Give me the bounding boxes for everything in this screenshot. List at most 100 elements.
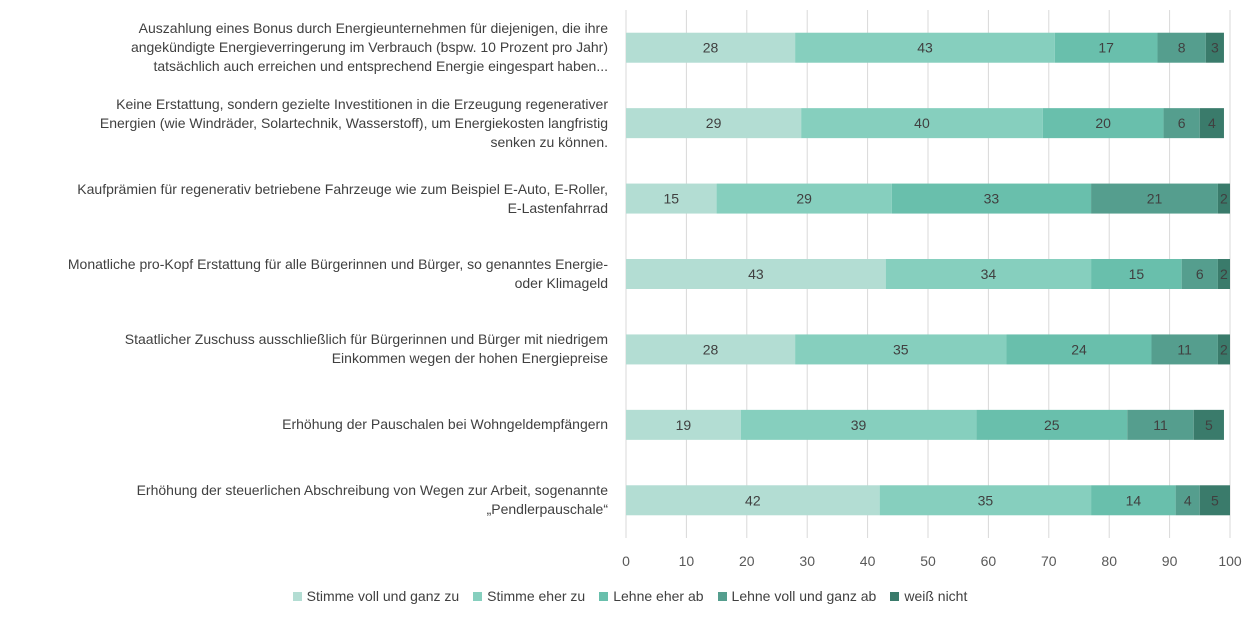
x-tick-label: 80	[1101, 553, 1117, 569]
data-label: 15	[1129, 266, 1145, 282]
bar-segment	[1091, 485, 1176, 516]
bar-segment	[716, 183, 892, 214]
x-tick-label: 90	[1162, 553, 1178, 569]
data-label: 2	[1220, 191, 1228, 207]
bar-segment	[885, 259, 1092, 289]
category-label: Erhöhung der steuerlichen Abschreibung v…	[0, 463, 608, 538]
bar-segment	[1157, 32, 1206, 63]
category-label-line: Staatlicher Zuschuss ausschließlich für …	[124, 331, 608, 348]
data-label: 14	[1126, 492, 1142, 508]
bar-segment	[1217, 259, 1230, 289]
legend-label: Stimme voll und ganz zu	[306, 588, 460, 604]
legend-swatch	[717, 591, 727, 601]
bar-segment	[626, 183, 717, 214]
data-label: 2	[1220, 341, 1228, 357]
bar-segment	[1217, 334, 1230, 365]
data-label: 24	[1071, 341, 1087, 357]
data-label: 35	[893, 341, 909, 357]
bar-segment	[1199, 485, 1230, 516]
bar-segment	[626, 32, 796, 63]
bar-segment	[795, 334, 1007, 365]
bar-segment	[1091, 183, 1218, 214]
category-label-line: angekündigte Energieverringerung im Verb…	[130, 39, 608, 56]
legend-swatch	[599, 591, 609, 601]
category-label-line: Energien (wie Windräder, Solartechnik, W…	[99, 114, 608, 131]
legend-label: Lehne eher ab	[613, 588, 704, 604]
x-tick-label: 30	[799, 553, 815, 569]
bar-segment	[626, 485, 880, 516]
x-tick-label: 100	[1218, 553, 1242, 569]
bar-segment	[1205, 32, 1224, 63]
legend-swatch	[890, 591, 900, 601]
x-tick-label: 40	[860, 553, 876, 569]
legend: Stimme voll und ganz zu Stimme eher zu Leh…	[0, 588, 1260, 604]
legend-swatch	[473, 591, 483, 601]
category-label: Erhöhung der Pauschalen bei Wohngeldempf…	[0, 387, 608, 462]
bar-segment	[626, 409, 741, 440]
category-label: Monatliche pro-Kopf Erstattung für alle …	[0, 236, 608, 311]
x-tick-label: 70	[1041, 553, 1057, 569]
legend-label: Stimme eher zu	[487, 588, 586, 604]
bar-segment	[1091, 259, 1182, 289]
data-label: 28	[703, 40, 719, 56]
legend-item: weiß nicht	[890, 588, 967, 604]
data-label: 39	[851, 417, 867, 433]
bar-segment	[976, 409, 1128, 440]
x-tick-label: 60	[981, 553, 997, 569]
data-label: 5	[1205, 417, 1213, 433]
data-label: 11	[1153, 417, 1168, 433]
category-label-line: Kaufprämien für regenerativ betriebene F…	[77, 180, 608, 197]
x-tick-label: 20	[739, 553, 755, 569]
x-tick-label: 0	[622, 553, 630, 569]
data-label: 17	[1098, 40, 1114, 56]
data-label: 11	[1177, 341, 1192, 357]
category-label-line: Auszahlung eines Bonus durch Energieunte…	[138, 20, 608, 37]
data-label: 34	[981, 266, 997, 282]
bar-segment	[626, 334, 796, 365]
legend-item: Stimme voll und ganz zu	[292, 588, 460, 604]
category-label: Keine Erstattung, sondern gezielte Inves…	[0, 85, 608, 160]
data-label: 8	[1178, 40, 1186, 56]
bar-segment	[1217, 183, 1230, 214]
legend-swatch	[292, 591, 302, 601]
data-label: 3	[1211, 40, 1219, 56]
bar-segment	[1199, 108, 1224, 139]
data-label: 25	[1044, 417, 1060, 433]
category-label: Kaufprämien für regenerativ betriebene F…	[0, 161, 608, 236]
bar-segment	[1042, 108, 1164, 139]
x-tick-label: 10	[679, 553, 695, 569]
data-label: 4	[1184, 492, 1192, 508]
bar-segment	[1175, 485, 1200, 516]
category-label-line: oder Klimageld	[514, 274, 608, 291]
data-label: 15	[664, 191, 680, 207]
legend-item: Stimme eher zu	[473, 588, 585, 604]
data-label: 4	[1208, 115, 1216, 131]
bar-segment	[626, 259, 886, 289]
category-label-line: senken zu können.	[490, 133, 608, 150]
bar-segment	[801, 108, 1043, 139]
data-label: 33	[984, 191, 1000, 207]
data-label: 29	[706, 115, 722, 131]
data-label: 6	[1178, 115, 1186, 131]
data-label: 42	[745, 492, 761, 508]
category-label-line: tatsächlich auch erreichen und entsprech…	[153, 58, 608, 75]
bar-segment	[1006, 334, 1152, 365]
legend-item: Lehne eher ab	[599, 588, 704, 604]
category-label-line: „Pendlerpauschale“	[486, 501, 608, 518]
category-label-line: Einkommen wegen der hohen Energiepreise	[331, 350, 608, 367]
data-label: 29	[796, 191, 812, 207]
data-label: 5	[1211, 492, 1219, 508]
category-label-line: Monatliche pro-Kopf Erstattung für alle …	[67, 255, 608, 272]
category-label: Staatlicher Zuschuss ausschließlich für …	[0, 312, 608, 387]
data-label: 20	[1095, 115, 1111, 131]
data-label: 43	[917, 40, 933, 56]
data-label: 40	[914, 115, 930, 131]
bar-segment	[879, 485, 1092, 516]
legend-label: weiß nicht	[904, 588, 968, 604]
bar-segment	[740, 409, 977, 440]
category-label-line: Keine Erstattung, sondern gezielte Inves…	[116, 95, 608, 112]
data-label: 6	[1196, 266, 1204, 282]
data-label: 19	[676, 417, 692, 433]
bar-segment	[1193, 409, 1224, 440]
